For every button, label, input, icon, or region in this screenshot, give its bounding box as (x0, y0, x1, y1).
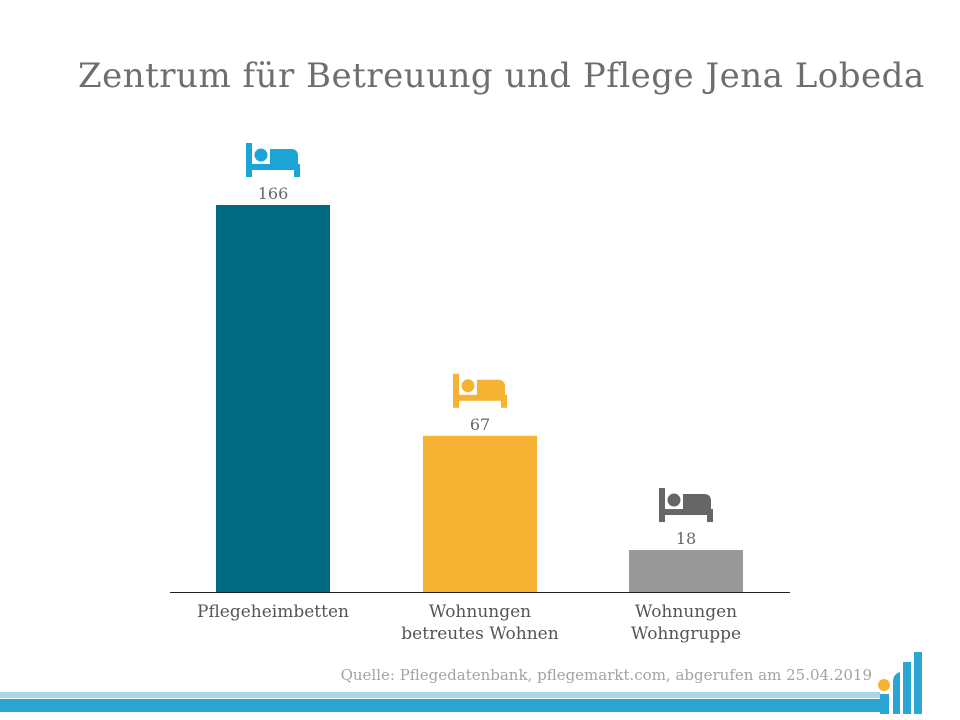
source-note: Quelle: Pflegedatenbank, pflegemarkt.com… (340, 666, 872, 684)
pflegemarkt-logo (878, 652, 922, 714)
category-label-2: Wohnungen (429, 602, 531, 622)
footer-stripe-dark (0, 699, 880, 712)
data-label-1: 166 (258, 184, 289, 203)
data-label-3: 18 (676, 529, 696, 548)
category-label-3: Wohngruppe (631, 624, 741, 644)
bar-1 (216, 205, 330, 592)
category-label-1: Pflegeheimbetten (197, 602, 349, 622)
category-label-2: betreutes Wohnen (401, 624, 558, 644)
footer-stripe-light (0, 692, 880, 698)
bed-icon (659, 488, 713, 523)
bed-icon (453, 373, 507, 408)
bed-icon (246, 143, 300, 177)
data-label-2: 67 (470, 415, 490, 434)
bar-3 (629, 550, 743, 592)
chart-title: Zentrum für Betreuung und Pflege Jena Lo… (78, 56, 925, 96)
bar-2 (423, 435, 537, 592)
category-label-3: Wohnungen (635, 602, 737, 622)
